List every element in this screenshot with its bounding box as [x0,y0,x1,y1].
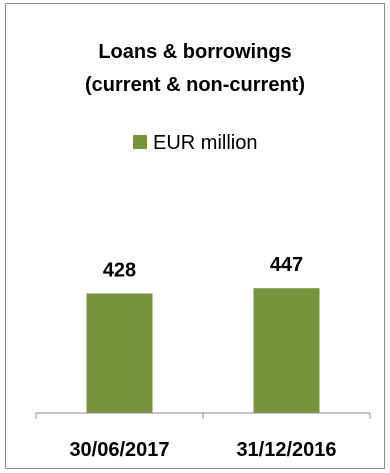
bar-2 [253,288,320,413]
bar-chart: Loans & borrowings (current & non-curren… [35,41,371,461]
x-tick-label-1: 30/06/2017 [69,439,169,461]
chart-subtitle: (current & non-current) [85,74,305,96]
bar-1 [86,293,153,413]
data-label-1: 428 [103,260,136,282]
legend: EUR million [133,132,257,154]
x-axis-tick-labels: 30/06/2017 31/12/2016 [69,439,336,461]
data-label-2: 447 [270,254,303,276]
chart-title: Loans & borrowings [98,41,291,63]
x-axis: 30/06/2017 31/12/2016 [35,412,371,461]
x-tick-label-2: 31/12/2016 [236,439,336,461]
legend-swatch [133,135,147,149]
x-axis-ticks [35,413,371,419]
bars [86,288,320,413]
legend-label: EUR million [153,132,257,154]
chart-area: Loans & borrowings (current & non-curren… [5,3,385,469]
data-labels: 428 447 [103,254,303,281]
